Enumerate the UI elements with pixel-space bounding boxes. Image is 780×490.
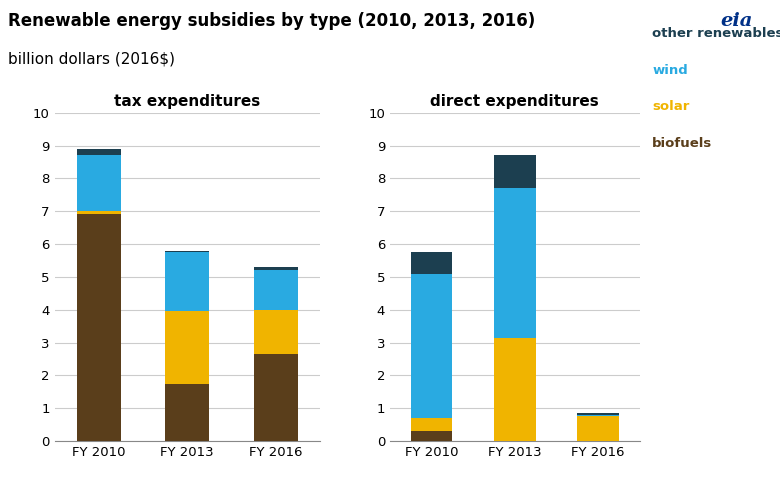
Bar bbox=[411, 418, 452, 431]
Bar bbox=[165, 384, 209, 441]
Bar bbox=[76, 215, 121, 441]
Text: wind: wind bbox=[652, 64, 688, 77]
Text: billion dollars (2016$): billion dollars (2016$) bbox=[8, 51, 175, 67]
Bar bbox=[76, 211, 121, 215]
Text: other renewables: other renewables bbox=[652, 27, 780, 40]
Bar bbox=[254, 354, 298, 441]
Bar bbox=[411, 273, 452, 418]
Bar bbox=[254, 310, 298, 354]
Bar bbox=[577, 413, 619, 415]
Bar bbox=[254, 270, 298, 310]
Bar bbox=[411, 431, 452, 441]
Bar bbox=[494, 155, 536, 188]
Bar bbox=[76, 155, 121, 211]
Title: tax expenditures: tax expenditures bbox=[114, 94, 261, 109]
Bar bbox=[165, 250, 209, 252]
Bar bbox=[494, 188, 536, 338]
Bar bbox=[165, 311, 209, 384]
Title: direct expenditures: direct expenditures bbox=[431, 94, 599, 109]
Bar bbox=[577, 415, 619, 416]
Bar bbox=[165, 252, 209, 311]
Bar bbox=[577, 416, 619, 441]
Bar bbox=[411, 252, 452, 273]
Text: Renewable energy subsidies by type (2010, 2013, 2016): Renewable energy subsidies by type (2010… bbox=[8, 12, 535, 30]
Text: solar: solar bbox=[652, 100, 690, 114]
Bar bbox=[494, 338, 536, 441]
Text: biofuels: biofuels bbox=[652, 137, 712, 150]
Bar bbox=[76, 149, 121, 155]
Text: eia: eia bbox=[720, 12, 753, 30]
Bar bbox=[254, 267, 298, 270]
